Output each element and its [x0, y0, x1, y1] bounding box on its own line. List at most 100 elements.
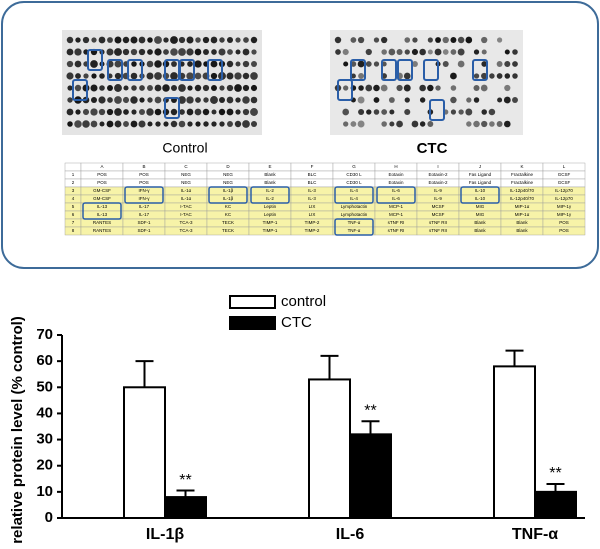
blot-dot — [404, 37, 411, 43]
table-text: IL-6 — [392, 196, 400, 201]
blot-dot — [242, 96, 250, 104]
blot-dot — [242, 48, 250, 56]
table-text: POS — [559, 220, 569, 225]
table-text: J — [479, 164, 481, 169]
blot-dot — [90, 120, 98, 128]
blot-dot — [357, 120, 365, 128]
table-text: sTNF RII — [429, 220, 447, 225]
blot-dot — [123, 109, 129, 115]
table-text: Blank — [264, 180, 276, 185]
blot-dot — [75, 73, 81, 79]
blot-dot — [496, 121, 503, 127]
blot-dot — [147, 49, 153, 55]
blot-dot — [195, 121, 201, 127]
blot-dot — [187, 121, 193, 127]
blot-dot — [75, 37, 81, 43]
blot-dot — [163, 37, 169, 43]
blot-dot — [147, 121, 153, 127]
blot-dot — [210, 36, 218, 44]
blot-dot — [194, 108, 202, 116]
blot-dot — [178, 48, 186, 56]
blot-dot — [388, 48, 396, 56]
table-text: MIG — [476, 204, 485, 209]
table-text: Eotaxin-2 — [428, 172, 448, 177]
blot-dot — [155, 121, 161, 127]
table-text: IL-9 — [434, 188, 442, 193]
table-text: IL-17 — [139, 212, 150, 217]
highlight-box — [334, 218, 374, 236]
highlight-box — [72, 79, 88, 101]
blot-dot — [138, 120, 146, 128]
highlight-box — [397, 59, 413, 81]
blot-dot — [67, 121, 73, 127]
significance-label: ** — [549, 465, 561, 482]
blot-dot — [419, 121, 426, 127]
blot-dot — [481, 49, 487, 55]
highlight-box — [127, 59, 143, 81]
blot-dot — [139, 97, 145, 103]
blot-dot — [342, 48, 349, 56]
table-text: IL-13 — [97, 212, 108, 217]
blot-dot — [357, 36, 365, 44]
blot-dot — [154, 48, 162, 56]
table-text: Blank — [516, 220, 528, 225]
highlight-box — [423, 59, 439, 81]
blot-dot — [365, 48, 372, 56]
table-text: SDF-1 — [137, 228, 150, 233]
blot-dot — [358, 73, 365, 79]
blot-dot — [419, 84, 426, 92]
blot-dot — [74, 84, 82, 92]
blot-dot — [504, 49, 510, 55]
table-text: POS — [97, 180, 107, 185]
blot-dot — [234, 120, 242, 128]
y-tick-label: 10 — [36, 483, 53, 500]
blot-dot — [98, 108, 106, 116]
blot-dot — [130, 48, 138, 56]
table-text: IL-1α — [181, 188, 192, 193]
blot-dot — [74, 48, 82, 56]
table-text: Fas Ligand — [469, 180, 492, 185]
blot-dot — [512, 49, 518, 55]
bar — [164, 496, 207, 520]
blot-ctc — [330, 30, 523, 135]
bar — [308, 378, 351, 520]
blot-dot — [186, 72, 194, 80]
blot-dot — [235, 49, 241, 55]
blot-dot — [250, 60, 258, 68]
blot-dot — [481, 120, 488, 128]
blot-dot — [450, 72, 457, 80]
blot-dot — [450, 109, 457, 115]
table-text: G — [352, 164, 356, 169]
blot-dot — [396, 84, 403, 92]
blot-dot — [251, 49, 257, 55]
highlight-box — [208, 186, 248, 204]
y-tick-label: 20 — [36, 457, 53, 474]
blot-dot — [74, 60, 82, 68]
blot-dot — [334, 36, 342, 44]
table-text: Leptin — [264, 204, 277, 209]
blot-dot — [357, 96, 365, 104]
blot-dot — [83, 73, 89, 79]
highlight-box — [381, 59, 397, 81]
blot-dot — [203, 121, 209, 127]
y-tick-label: 30 — [36, 431, 53, 448]
blot-dot — [243, 37, 249, 43]
table-text: IL-12p40/70 — [510, 196, 535, 201]
blot-dot — [106, 108, 114, 116]
table-text: GCSF — [558, 180, 571, 185]
blot-dot — [210, 96, 218, 104]
table-text: NEG — [181, 180, 191, 185]
blot-dot — [457, 48, 465, 56]
blot-dot — [496, 61, 503, 67]
blot-dot — [90, 108, 98, 116]
table-text: IL-13 — [97, 204, 108, 209]
blot-label: Control — [162, 140, 207, 156]
table-text: I — [437, 164, 438, 169]
blot-dot — [381, 36, 388, 44]
blot-dot — [146, 72, 154, 80]
table-text: Fas Ligand — [469, 172, 492, 177]
blot-dot — [365, 61, 372, 67]
blot-dot — [219, 37, 225, 43]
blot-dot — [473, 84, 480, 92]
blot-dot — [389, 121, 395, 127]
